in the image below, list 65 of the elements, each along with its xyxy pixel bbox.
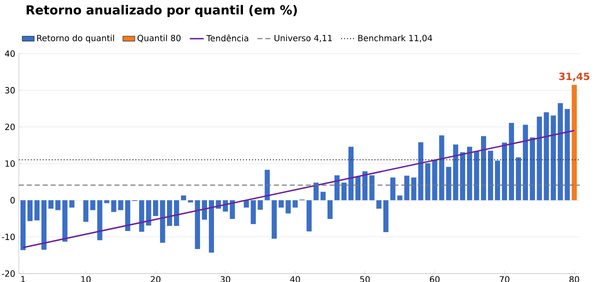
bar	[83, 200, 88, 222]
y-tick-label: 30	[5, 87, 15, 94]
legend-label: Benchmark 11,04	[358, 34, 432, 42]
bar	[474, 151, 480, 200]
bar	[306, 200, 312, 232]
bar	[522, 124, 528, 200]
bar	[446, 166, 452, 200]
bar	[390, 178, 396, 200]
y-tick-label: -10	[2, 234, 15, 240]
bar	[460, 152, 466, 200]
legend-label: Quantil 80	[138, 34, 181, 42]
bar	[230, 200, 235, 219]
bar	[572, 84, 577, 200]
bar	[27, 200, 33, 222]
y-tick-label: -20	[2, 270, 15, 277]
bar	[41, 200, 47, 250]
bar	[376, 200, 382, 209]
bar	[208, 200, 214, 253]
bar	[481, 136, 486, 200]
bar	[194, 200, 200, 249]
bar	[264, 170, 270, 200]
bar	[62, 200, 68, 242]
bar	[160, 200, 166, 243]
bar	[20, 200, 26, 250]
bar	[494, 160, 500, 200]
bar	[320, 192, 326, 200]
y-tick-label: 20	[5, 124, 15, 130]
bar	[55, 200, 60, 210]
bar	[488, 150, 494, 200]
bar	[69, 200, 74, 208]
bar	[292, 200, 298, 208]
y-tick-label: 40	[4, 50, 15, 57]
bar	[550, 116, 556, 200]
bar	[174, 200, 180, 226]
bar	[453, 144, 458, 200]
bar	[153, 200, 158, 216]
bar	[502, 142, 508, 200]
bar	[530, 138, 535, 200]
x-tick-label: 1	[21, 276, 25, 282]
y-tick-label: 0	[10, 197, 15, 204]
bar	[348, 146, 354, 200]
bar	[355, 176, 361, 200]
bar	[383, 200, 388, 232]
bar	[180, 195, 186, 200]
bar	[202, 200, 207, 220]
bar	[516, 157, 521, 200]
bar	[397, 195, 402, 200]
bar	[34, 200, 40, 220]
bar	[139, 200, 144, 232]
chart-title: Retorno anualizado por quantil (em %)	[26, 4, 297, 18]
bar	[146, 200, 152, 226]
bar	[341, 182, 347, 200]
bar	[328, 200, 333, 219]
data-label: 31,45	[559, 72, 590, 82]
bar	[544, 112, 549, 200]
bar	[536, 116, 542, 200]
bar	[48, 200, 54, 209]
bar	[369, 175, 374, 200]
legend-label: Tendência	[206, 34, 248, 42]
bar	[167, 200, 172, 226]
legend-label: Universo 4,11	[274, 34, 332, 42]
bar	[508, 122, 514, 200]
legend-label: Retorno do quantil	[37, 34, 114, 43]
y-tick-label: 10	[5, 160, 15, 167]
bar	[467, 146, 472, 200]
